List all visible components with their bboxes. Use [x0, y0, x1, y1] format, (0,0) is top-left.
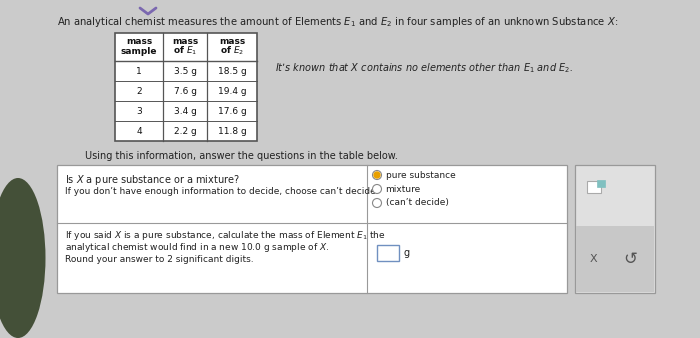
- Text: 17.6 g: 17.6 g: [218, 106, 246, 116]
- Bar: [576, 226, 654, 292]
- Text: X: X: [589, 254, 597, 264]
- Bar: [597, 180, 605, 187]
- Text: mass: mass: [219, 38, 245, 47]
- Text: If you don’t have enough information to decide, choose can’t decide.: If you don’t have enough information to …: [65, 187, 379, 196]
- Text: 3: 3: [136, 106, 142, 116]
- Text: 2.2 g: 2.2 g: [174, 126, 197, 136]
- Circle shape: [372, 185, 382, 193]
- Text: mass: mass: [172, 38, 198, 47]
- Text: 4: 4: [136, 126, 142, 136]
- Text: 3.5 g: 3.5 g: [174, 67, 197, 75]
- Circle shape: [374, 172, 380, 178]
- Text: 1: 1: [136, 67, 142, 75]
- Bar: [575, 165, 655, 293]
- Text: (can’t decide): (can’t decide): [386, 198, 449, 208]
- Text: sample: sample: [120, 47, 158, 55]
- Text: analytical chemist would find in a new 10.0 g sample of $X$.: analytical chemist would find in a new 1…: [65, 241, 329, 254]
- Bar: [115, 33, 257, 141]
- Text: 2: 2: [136, 87, 142, 96]
- Text: mass: mass: [126, 38, 152, 47]
- Text: An analytical chemist measures the amount of Elements $E_1$ and $E_2$ in four sa: An analytical chemist measures the amoun…: [57, 15, 618, 29]
- Text: of $E_1$: of $E_1$: [173, 45, 197, 57]
- Text: 19.4 g: 19.4 g: [218, 87, 246, 96]
- Text: 11.8 g: 11.8 g: [218, 126, 246, 136]
- Text: g: g: [403, 248, 409, 258]
- Text: Round your answer to 2 significant digits.: Round your answer to 2 significant digit…: [65, 255, 253, 264]
- Text: 3.4 g: 3.4 g: [174, 106, 197, 116]
- Text: 7.6 g: 7.6 g: [174, 87, 197, 96]
- Text: ↺: ↺: [623, 250, 637, 268]
- Text: It’s known that $X$ contains no elements other than $E_1$ and $E_2$.: It’s known that $X$ contains no elements…: [275, 61, 573, 75]
- Text: of $E_2$: of $E_2$: [220, 45, 244, 57]
- Text: Is $X$ a pure substance or a mixture?: Is $X$ a pure substance or a mixture?: [65, 173, 240, 187]
- Text: pure substance: pure substance: [386, 170, 455, 179]
- Circle shape: [372, 170, 382, 179]
- Ellipse shape: [0, 178, 46, 338]
- Bar: [377, 245, 399, 261]
- Bar: [587, 181, 601, 193]
- Bar: [57, 165, 567, 293]
- Text: If you said $X$ is a pure substance, calculate the mass of Element $E_1$ the: If you said $X$ is a pure substance, cal…: [65, 229, 386, 242]
- Text: Using this information, answer the questions in the table below.: Using this information, answer the quest…: [85, 151, 398, 161]
- Text: 18.5 g: 18.5 g: [218, 67, 246, 75]
- Circle shape: [372, 198, 382, 208]
- Text: mixture: mixture: [386, 185, 421, 193]
